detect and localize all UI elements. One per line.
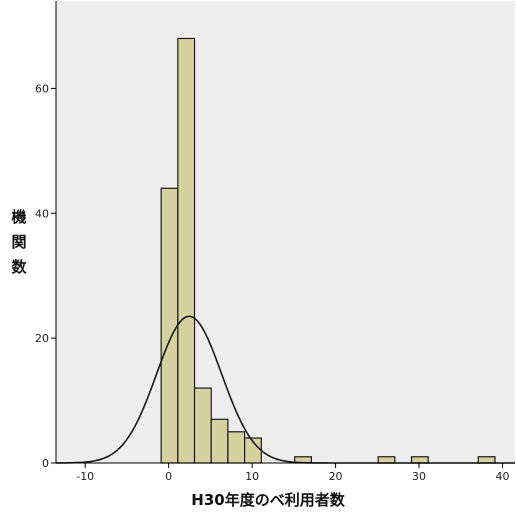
y-axis-title-char: 機 — [11, 208, 26, 226]
histogram-bar — [160, 187, 179, 464]
x-axis-title: H30年度のべ利用者数 — [191, 491, 345, 509]
histogram-bar — [227, 431, 246, 464]
y-axis-title: 機関数 — [11, 208, 27, 276]
plot-area — [56, 1, 515, 463]
x-tick-label: -10 — [76, 470, 94, 483]
y-axis-title-char: 数 — [11, 258, 27, 276]
x-tick-label: 40 — [495, 470, 509, 483]
y-axis-ticks: 0 20 40 60 — [35, 82, 56, 470]
y-axis-title-char: 関 — [11, 233, 26, 251]
y-tick-label: 0 — [42, 457, 49, 470]
histogram-bar — [193, 387, 212, 464]
y-tick-label: 40 — [35, 207, 49, 220]
x-axis-ticks: -10 0 10 20 30 40 — [76, 463, 509, 483]
histogram-bar — [410, 456, 429, 464]
x-tick-label: 10 — [245, 470, 259, 483]
histogram-bar — [377, 456, 396, 464]
axes-group — [55, 1, 515, 464]
histogram-bar — [210, 418, 229, 464]
y-tick-label: 20 — [35, 332, 49, 345]
x-tick-label: 20 — [329, 470, 343, 483]
histogram-bar — [477, 456, 496, 464]
x-tick-label: 0 — [165, 470, 172, 483]
x-tick-label: 30 — [412, 470, 426, 483]
histogram-bar — [177, 37, 196, 464]
y-tick-label: 60 — [35, 82, 49, 95]
